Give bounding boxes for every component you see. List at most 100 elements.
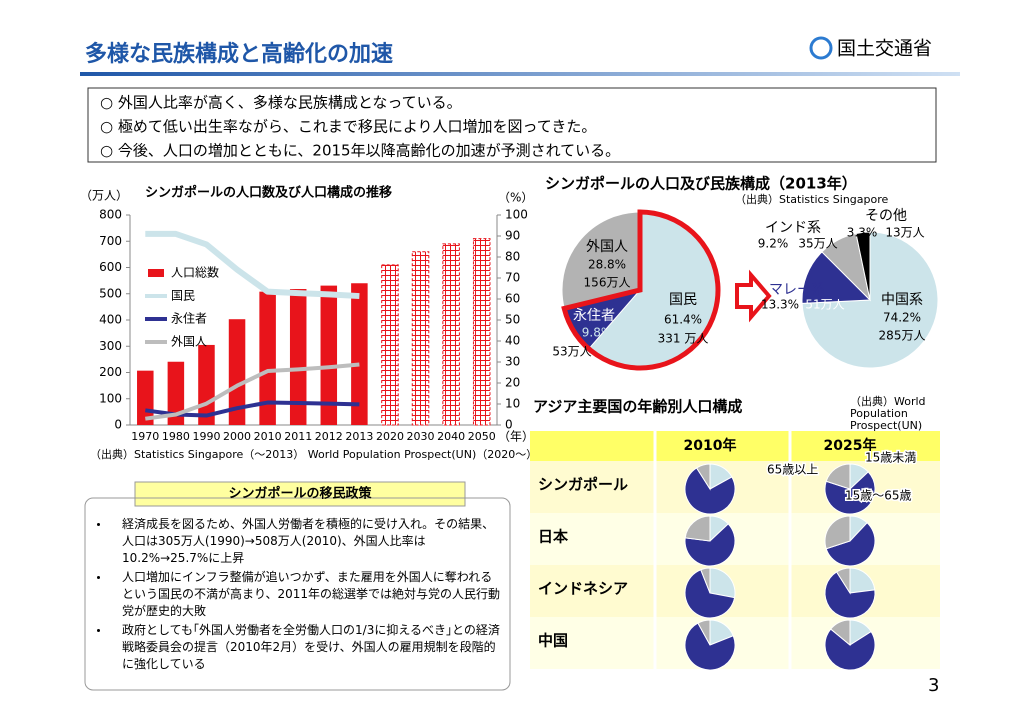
legend-label: 永住者 <box>171 312 207 326</box>
column-header: 2010年 <box>684 437 737 454</box>
pie-slice <box>684 523 736 567</box>
slice-percent: 9.2% <box>758 237 789 251</box>
y-tick-label: 500 <box>99 286 122 300</box>
chart-source: （出典）Statistics Singapore <box>735 192 889 206</box>
y-tick-label: 200 <box>99 365 122 379</box>
x-tick-label: 2040 <box>437 430 465 443</box>
y-tick-label: 300 <box>99 339 122 353</box>
y-tick-label: 400 <box>99 313 122 327</box>
slice-label: マレー系 <box>769 282 825 298</box>
bar <box>289 289 307 425</box>
summary-line: ○ 外国人比率が高く、多様な民族構成となっている。 <box>100 94 462 112</box>
slice-label: インド系 <box>765 220 821 236</box>
y-tick-label: 0 <box>114 418 122 432</box>
chart-source: （出典）Statistics Singapore（～2013） World Po… <box>90 447 537 461</box>
pie-slice <box>684 569 736 619</box>
slice-percent: 3.3% <box>847 226 878 240</box>
x-tick-label: 2011 <box>284 430 312 443</box>
title-underline <box>80 72 960 76</box>
bar-projected <box>411 251 430 426</box>
policy-bullet: 経済成長を図るため、外国人労働者を積極的に受け入れ。その結果、人口は305万人(… <box>95 516 503 567</box>
line <box>145 362 360 421</box>
slice-label: 中国系 <box>881 292 923 308</box>
y2-tick-label: 0 <box>505 418 513 432</box>
arrow <box>735 269 772 323</box>
slice-label: 国民 <box>669 292 697 308</box>
x-tick-label: 2012 <box>315 430 343 443</box>
pie-slice <box>684 622 736 671</box>
legend-swatch <box>148 269 164 277</box>
slice-percent: 74.2% <box>883 311 921 325</box>
summary-line: ○ 極めて低い出生率ながら、これまで移民により人口増加を図ってきた。 <box>100 118 596 136</box>
y2-tick-label: 60 <box>505 292 520 306</box>
chart-title: シンガポールの人口数及び人口構成の推移 <box>145 185 392 201</box>
y-tick-label: 100 <box>99 391 122 405</box>
logo-icon <box>809 36 833 60</box>
slice-percent: 9.8% <box>582 326 613 340</box>
logo-text: 国土交通省 <box>837 38 932 60</box>
pie-slice <box>561 211 641 310</box>
y2-tick-label: 90 <box>505 229 520 243</box>
summary-line: ○ 今後、人口の増加とともに、2015年以降高齢化の加速が予測されている。 <box>100 142 620 160</box>
pie-slice <box>855 231 871 301</box>
y2-tick-label: 40 <box>505 334 520 348</box>
y-tick-label: 700 <box>99 234 122 248</box>
pie-slice <box>709 567 736 599</box>
bar <box>167 361 185 425</box>
legend-label: 65歳以上 <box>767 463 818 477</box>
x-tick-label: 2030 <box>407 430 435 443</box>
bullet-dot <box>97 523 100 526</box>
slice-count: 13万人 <box>885 226 924 240</box>
row-label: インドネシア <box>538 580 628 598</box>
slice-count: 285万人 <box>879 329 926 343</box>
policy-bullet: 人口増加にインフラ整備が追いつかず、また雇用を外国人に奪われるという国民の不満が… <box>95 569 503 620</box>
pie-slice <box>824 515 851 550</box>
bar <box>228 319 246 425</box>
chart-title: シンガポールの人口及び民族構成（2013年） <box>545 175 857 193</box>
pie-slice <box>684 515 711 542</box>
bar <box>351 283 368 425</box>
slice-count: 156万人 <box>584 276 631 290</box>
row-label: 中国 <box>538 632 568 650</box>
slice-count: 35万人 <box>798 237 837 251</box>
x-tick-label: 2020 <box>376 430 404 443</box>
policy-bullet: 政府としても｢外国人労働者を全労働人口の1/3に抑えるべき｣との経済戦略委員会の… <box>95 622 503 673</box>
legend-label: 国民 <box>171 289 195 303</box>
y2-tick-label: 80 <box>505 250 520 264</box>
x-tick-label: 1970 <box>131 430 159 443</box>
x-tick-label: 2010 <box>254 430 282 443</box>
bar-projected <box>381 264 399 426</box>
bullet-text: 人口増加にインフラ整備が追いつかず、また雇用を外国人に奪われるという国民の不満が… <box>122 570 501 618</box>
summary-box <box>87 87 937 163</box>
row-label: シンガポール <box>538 476 628 494</box>
y2-tick-label: 100 <box>505 208 528 222</box>
bar-projected <box>442 243 460 426</box>
pie-slice <box>684 467 736 515</box>
grid-source: （出典）World Population Prospect(UN) <box>850 395 926 432</box>
y2-tick-label: 70 <box>505 271 520 285</box>
legend-label: 外国人 <box>171 335 207 349</box>
bar <box>259 291 276 425</box>
slice-label: その他 <box>865 208 907 224</box>
row-label: 日本 <box>538 528 569 546</box>
x-tick-label: 1990 <box>192 430 220 443</box>
pie-slice <box>824 628 876 671</box>
pie-slice <box>801 251 872 304</box>
legend-label: 人口総数 <box>171 265 219 280</box>
y-axis-title: （万人） <box>80 189 128 203</box>
y2-tick-label: 30 <box>505 355 520 369</box>
y-tick-label: 800 <box>99 208 122 222</box>
pie-slice <box>695 463 711 491</box>
policy-list: 経済成長を図るため、外国人労働者を積極的に受け入れ。その結果、人口は305万人(… <box>95 516 503 675</box>
bullet-dot <box>97 576 100 579</box>
x-tick-label: 1980 <box>162 430 190 443</box>
pie-slice <box>825 522 876 567</box>
pie-slice <box>849 567 876 594</box>
x-tick-label: 2013 <box>345 430 373 443</box>
bullet-text: 経済成長を図るため、外国人労働者を積極的に受け入れ。その結果、人口は305万人(… <box>122 517 495 565</box>
bar <box>320 285 338 425</box>
y2-tick-label: 50 <box>505 313 520 327</box>
